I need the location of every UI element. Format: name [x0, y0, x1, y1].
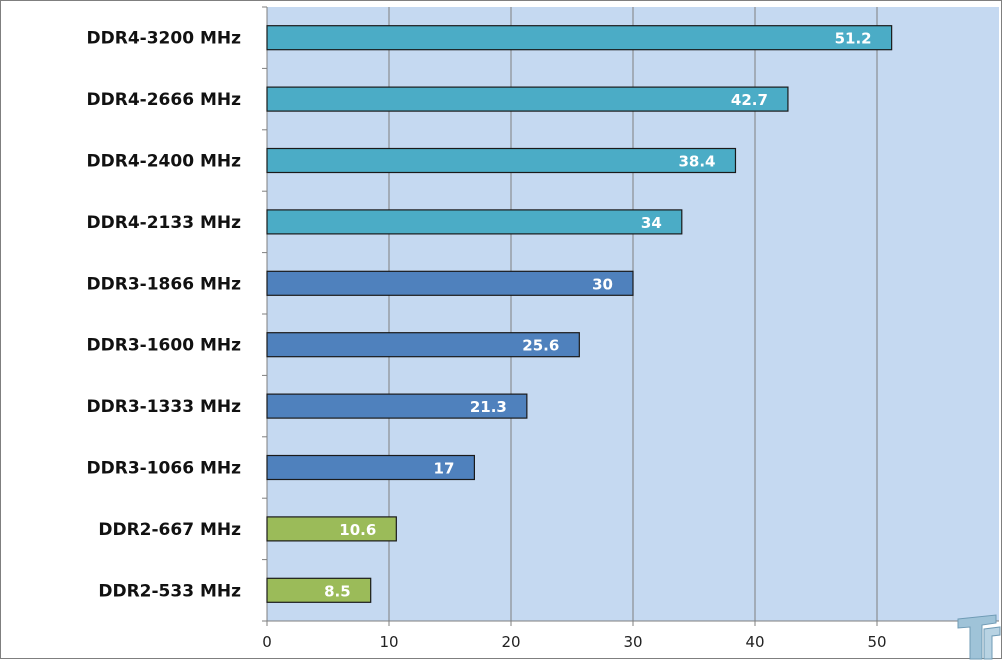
bar-value-label: 51.2: [835, 30, 872, 48]
category-labels: DDR4-3200 MHz DDR4-2666 MHz DDR4-2400 MHz D…: [87, 29, 242, 602]
category-label: DDR3-1333 MHz: [87, 397, 242, 417]
x-tick-label: 0: [262, 633, 272, 651]
category-label: DDR4-2400 MHz: [87, 152, 242, 172]
watermark-logo: [957, 614, 1001, 660]
bar-value-label: 8.5: [324, 582, 351, 600]
bar-value-label: 21.3: [470, 398, 507, 416]
bar-value-label: 17: [434, 460, 455, 478]
bar-value-label: 25.6: [522, 337, 559, 355]
bar-value-label: 38.4: [678, 153, 715, 171]
bar-value-label: 42.7: [731, 91, 768, 109]
bar-value-label: 34: [641, 214, 662, 232]
x-tick-labels: 0 10 20 30 40 50: [262, 633, 886, 651]
category-label: DDR2-533 MHz: [98, 581, 241, 601]
bar: [266, 516, 397, 542]
category-label: DDR3-1866 MHz: [87, 274, 242, 294]
bars: 51.2 42.7 38.4 34 30 25.6 21.3 17 10.6 8.5: [266, 25, 893, 603]
x-tick-label: 30: [623, 633, 642, 651]
bar: [266, 577, 372, 603]
bar: [266, 332, 580, 358]
bar-value-label: 30: [592, 275, 613, 293]
bar: [266, 25, 893, 51]
x-tick-label: 40: [745, 633, 764, 651]
bar: [266, 147, 737, 174]
bar: [266, 209, 683, 235]
bar: [266, 393, 528, 419]
x-tick-label: 10: [379, 633, 398, 651]
category-label: DDR4-2666 MHz: [87, 90, 242, 110]
bar: [266, 270, 634, 296]
bar: [266, 86, 789, 112]
bar: [266, 454, 475, 481]
x-tick-label: 20: [501, 633, 520, 651]
x-tick-label: 50: [867, 633, 886, 651]
category-label: DDR3-1066 MHz: [87, 459, 242, 479]
category-label: DDR4-2133 MHz: [87, 213, 242, 233]
category-label: DDR3-1600 MHz: [87, 336, 242, 356]
bar-value-label: 10.6: [339, 521, 376, 539]
category-label: DDR4-3200 MHz: [87, 29, 242, 49]
category-label: DDR2-667 MHz: [98, 520, 241, 540]
